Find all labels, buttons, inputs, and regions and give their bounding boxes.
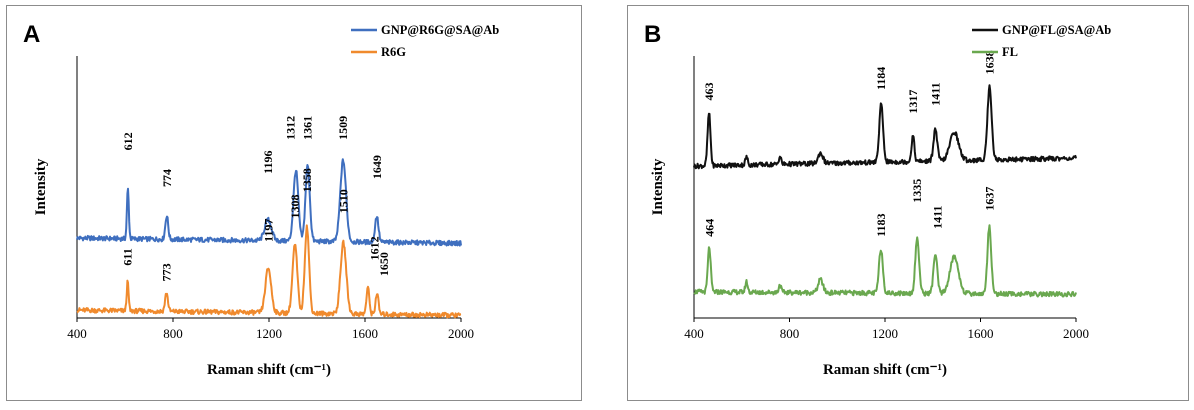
chart-a-svg: A 400 800 1200 1600 2000 Raman shift (cm⁻¹) Int… <box>23 21 499 378</box>
peak-label: 1637 <box>982 187 996 211</box>
x-tick-label: 400 <box>67 326 87 341</box>
legend-label-1: FL <box>1002 45 1018 59</box>
peak-label: 1184 <box>874 67 888 90</box>
peak-label: 774 <box>160 169 174 187</box>
y-axis-title: Intensity <box>33 158 49 215</box>
chart-panel-a: A 400 800 1200 1600 2000 Raman shift (cm⁻¹) Int… <box>6 5 582 401</box>
x-axis-title: Raman shift (cm⁻¹) <box>207 362 331 378</box>
x-tick-label: 400 <box>684 326 704 341</box>
x-tick-label: 1200 <box>872 326 898 341</box>
peak-label: 1638 <box>983 50 997 74</box>
panel-letter: B <box>644 21 661 48</box>
peak-label: 1183 <box>874 213 888 236</box>
peak-label: 1317 <box>906 90 920 114</box>
peak-label: 464 <box>702 219 716 237</box>
peak-label: 1312 <box>284 116 298 140</box>
x-tick-label: 2000 <box>448 326 474 341</box>
series-line-1 <box>693 224 1077 298</box>
series-line-1 <box>76 224 462 319</box>
x-tick-label: 800 <box>163 326 183 341</box>
x-tick-label: 1200 <box>256 326 282 341</box>
peak-label: 1335 <box>910 179 924 203</box>
peak-label: 1197 <box>261 219 275 242</box>
peak-label: 612 <box>121 132 135 150</box>
peak-label: 1411 <box>928 82 942 105</box>
peak-label: 1361 <box>301 116 315 140</box>
x-axis-title: Raman shift (cm⁻¹) <box>823 362 947 378</box>
peak-label: 463 <box>702 83 716 101</box>
peak-label: 1196 <box>261 151 275 174</box>
peak-label: 1612 <box>368 236 382 260</box>
peak-label: 1510 <box>336 189 350 213</box>
chart-b-svg: B 400 800 1200 1600 2000 Raman shift (cm⁻¹) Int… <box>644 21 1111 378</box>
peak-label: 1509 <box>336 116 350 140</box>
series-line-0 <box>693 84 1077 170</box>
legend-label-0: GNP@FL@SA@Ab <box>1002 23 1111 37</box>
y-axis-title: Intensity <box>650 158 666 215</box>
x-tick-label: 800 <box>780 326 800 341</box>
peak-label: 1411 <box>931 206 945 229</box>
peak-label: 1649 <box>370 155 384 179</box>
panel-letter: A <box>23 21 40 48</box>
chart-panel-b: B 400 800 1200 1600 2000 Raman shift (cm⁻¹) Int… <box>627 5 1189 401</box>
peak-label: 773 <box>160 263 174 281</box>
series-line-0 <box>76 158 462 247</box>
peak-label: 1650 <box>377 252 391 276</box>
peak-label: 1358 <box>300 168 314 192</box>
legend-label-1: R6G <box>381 45 406 59</box>
legend-label-0: GNP@R6G@SA@Ab <box>381 23 499 37</box>
peak-label: 1308 <box>288 194 302 218</box>
x-tick-label: 1600 <box>968 326 994 341</box>
x-tick-label: 1600 <box>352 326 378 341</box>
peak-label: 611 <box>121 248 135 265</box>
x-tick-label: 2000 <box>1063 326 1089 341</box>
